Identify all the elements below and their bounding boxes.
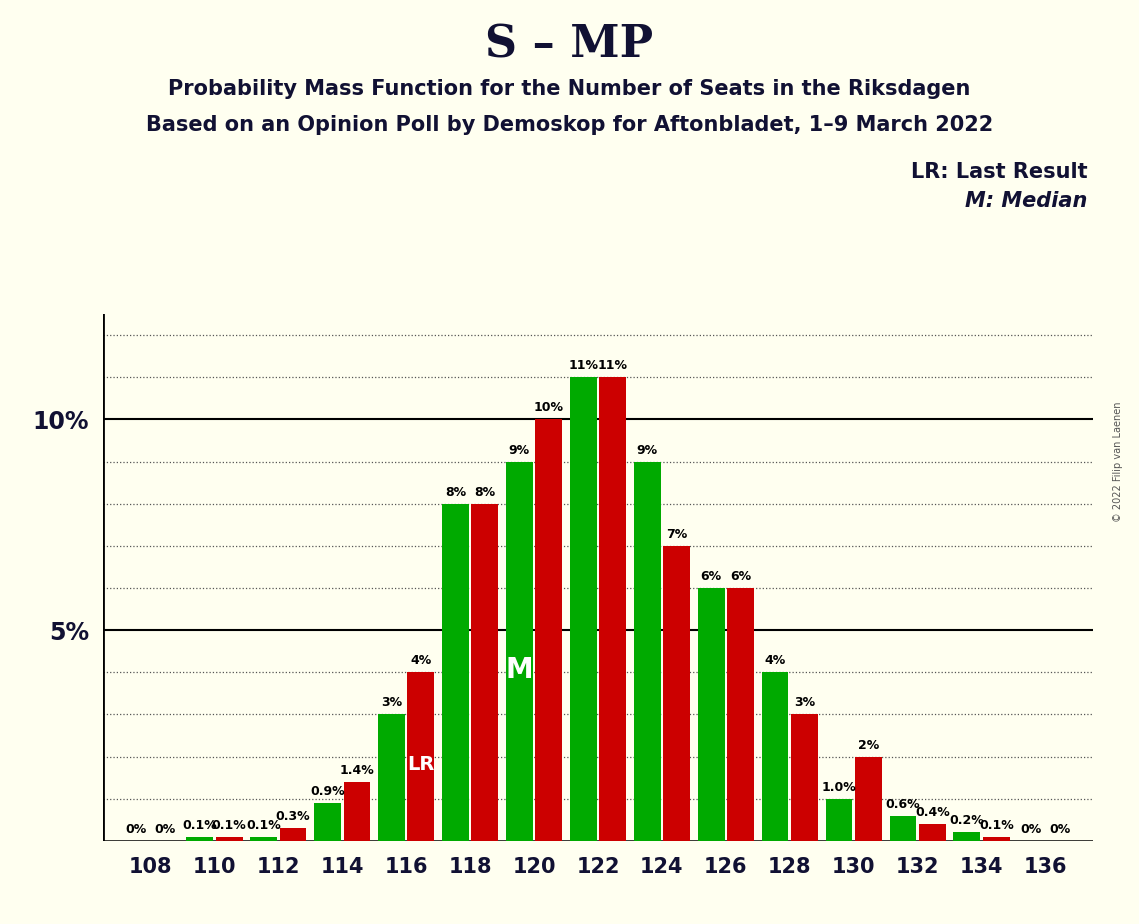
Bar bbox=[983, 836, 1009, 841]
Bar bbox=[215, 836, 243, 841]
Text: 8%: 8% bbox=[445, 486, 466, 499]
Text: 0%: 0% bbox=[155, 822, 175, 836]
Bar bbox=[535, 419, 563, 841]
Text: 6%: 6% bbox=[730, 570, 751, 583]
Bar bbox=[378, 714, 404, 841]
Text: 1.4%: 1.4% bbox=[339, 764, 375, 777]
Bar bbox=[187, 836, 213, 841]
Text: 9%: 9% bbox=[637, 444, 657, 456]
Text: 0.4%: 0.4% bbox=[915, 806, 950, 819]
Bar bbox=[472, 504, 498, 841]
Bar bbox=[633, 462, 661, 841]
Text: M: M bbox=[506, 656, 533, 684]
Text: M: Median: M: Median bbox=[966, 191, 1088, 212]
Text: 0%: 0% bbox=[1049, 822, 1071, 836]
Text: 7%: 7% bbox=[666, 528, 687, 541]
Bar bbox=[279, 828, 306, 841]
Text: Probability Mass Function for the Number of Seats in the Riksdagen: Probability Mass Function for the Number… bbox=[169, 79, 970, 99]
Bar bbox=[442, 504, 469, 841]
Bar bbox=[344, 782, 370, 841]
Text: LR: Last Result: LR: Last Result bbox=[911, 162, 1088, 182]
Bar bbox=[506, 462, 533, 841]
Text: 0.2%: 0.2% bbox=[950, 814, 984, 827]
Text: 11%: 11% bbox=[568, 359, 598, 372]
Bar bbox=[408, 673, 434, 841]
Text: 3%: 3% bbox=[380, 697, 402, 710]
Bar bbox=[727, 588, 754, 841]
Bar bbox=[919, 824, 945, 841]
Text: S – MP: S – MP bbox=[485, 23, 654, 67]
Bar bbox=[762, 673, 788, 841]
Bar bbox=[792, 714, 818, 841]
Text: 4%: 4% bbox=[410, 654, 432, 667]
Bar bbox=[890, 816, 917, 841]
Bar bbox=[570, 377, 597, 841]
Bar bbox=[314, 803, 341, 841]
Text: 11%: 11% bbox=[598, 359, 628, 372]
Text: 0.9%: 0.9% bbox=[310, 784, 345, 797]
Text: 9%: 9% bbox=[509, 444, 530, 456]
Text: 0.3%: 0.3% bbox=[276, 810, 310, 823]
Text: 8%: 8% bbox=[474, 486, 495, 499]
Text: © 2022 Filip van Laenen: © 2022 Filip van Laenen bbox=[1114, 402, 1123, 522]
Bar bbox=[251, 836, 277, 841]
Bar bbox=[698, 588, 724, 841]
Bar bbox=[826, 798, 852, 841]
Text: 2%: 2% bbox=[858, 738, 879, 751]
Text: 0.1%: 0.1% bbox=[212, 819, 246, 832]
Text: 10%: 10% bbox=[534, 401, 564, 415]
Bar bbox=[953, 833, 981, 841]
Bar bbox=[855, 757, 882, 841]
Text: 6%: 6% bbox=[700, 570, 722, 583]
Bar bbox=[599, 377, 626, 841]
Text: 4%: 4% bbox=[764, 654, 786, 667]
Text: Based on an Opinion Poll by Demoskop for Aftonbladet, 1–9 March 2022: Based on an Opinion Poll by Demoskop for… bbox=[146, 115, 993, 135]
Text: 0%: 0% bbox=[1021, 822, 1041, 836]
Text: 0.1%: 0.1% bbox=[978, 819, 1014, 832]
Text: 1.0%: 1.0% bbox=[821, 781, 857, 794]
Text: 0.1%: 0.1% bbox=[246, 819, 281, 832]
Text: 3%: 3% bbox=[794, 697, 816, 710]
Text: 0.1%: 0.1% bbox=[182, 819, 218, 832]
Text: 0%: 0% bbox=[125, 822, 147, 836]
Text: LR: LR bbox=[408, 756, 435, 774]
Bar bbox=[663, 546, 690, 841]
Text: 0.6%: 0.6% bbox=[886, 797, 920, 810]
